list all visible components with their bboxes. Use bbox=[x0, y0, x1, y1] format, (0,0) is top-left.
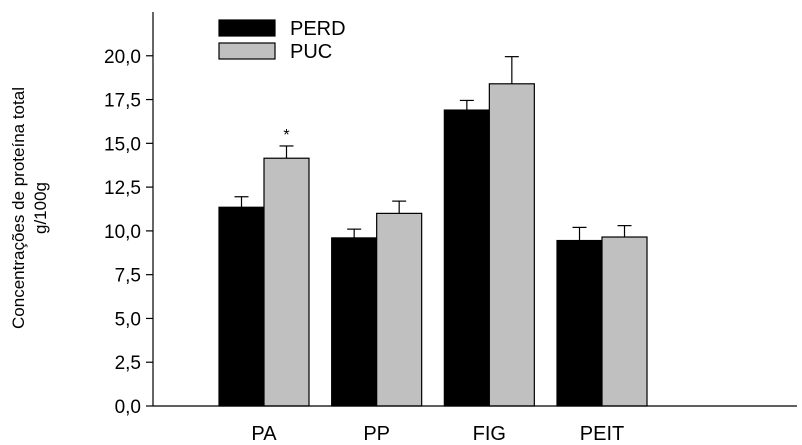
bar-puc-pp bbox=[376, 212, 423, 407]
legend-label-puc: PUC bbox=[290, 41, 332, 63]
y-tick-label: 10,0 bbox=[104, 222, 141, 243]
annotation-star: * bbox=[283, 127, 289, 144]
error-bars-layer bbox=[234, 56, 632, 241]
bar-puc-fig bbox=[488, 83, 535, 407]
y-tick-label: 17,5 bbox=[104, 91, 141, 112]
y-tick-label: 15,0 bbox=[104, 134, 141, 155]
x-tick-label-pp: PP bbox=[363, 423, 390, 445]
bar-puc-pa bbox=[263, 157, 310, 407]
x-tick-label-peit: PEIT bbox=[580, 423, 624, 445]
axes-layer: 0,0 2,5 5,0 7,5 10,0 12,5 15,0 17,5 20,0 PA PP FIG P… bbox=[104, 12, 797, 445]
legend-swatch-puc bbox=[218, 42, 276, 60]
y-axis-title-line-2: g/100g bbox=[31, 182, 50, 234]
y-tick-label: 12,5 bbox=[104, 178, 141, 199]
y-axis-title: Concentrações de proteína total g/100g bbox=[9, 87, 50, 329]
bars-layer bbox=[218, 83, 648, 407]
annotations-layer: * bbox=[283, 127, 289, 144]
bar-perd-fig bbox=[443, 109, 490, 407]
x-tick-label-fig: FIG bbox=[473, 423, 506, 445]
legend-swatch-perd bbox=[218, 19, 276, 37]
bar-puc-peit bbox=[601, 236, 648, 407]
y-tick-label: 0,0 bbox=[115, 397, 141, 418]
y-tick-label: 20,0 bbox=[104, 47, 141, 68]
bar-perd-pp bbox=[331, 237, 378, 407]
y-tick-label: 7,5 bbox=[115, 266, 141, 287]
x-tick-label-pa: PA bbox=[251, 423, 277, 445]
y-tick-label: 5,0 bbox=[115, 309, 141, 330]
y-tick-label: 2,5 bbox=[115, 353, 141, 374]
y-axis-title-line-1: Concentrações de proteína total bbox=[9, 87, 28, 329]
bar-perd-pa bbox=[218, 206, 265, 407]
legend-label-perd: PERD bbox=[290, 18, 346, 40]
bar-perd-peit bbox=[556, 239, 603, 407]
